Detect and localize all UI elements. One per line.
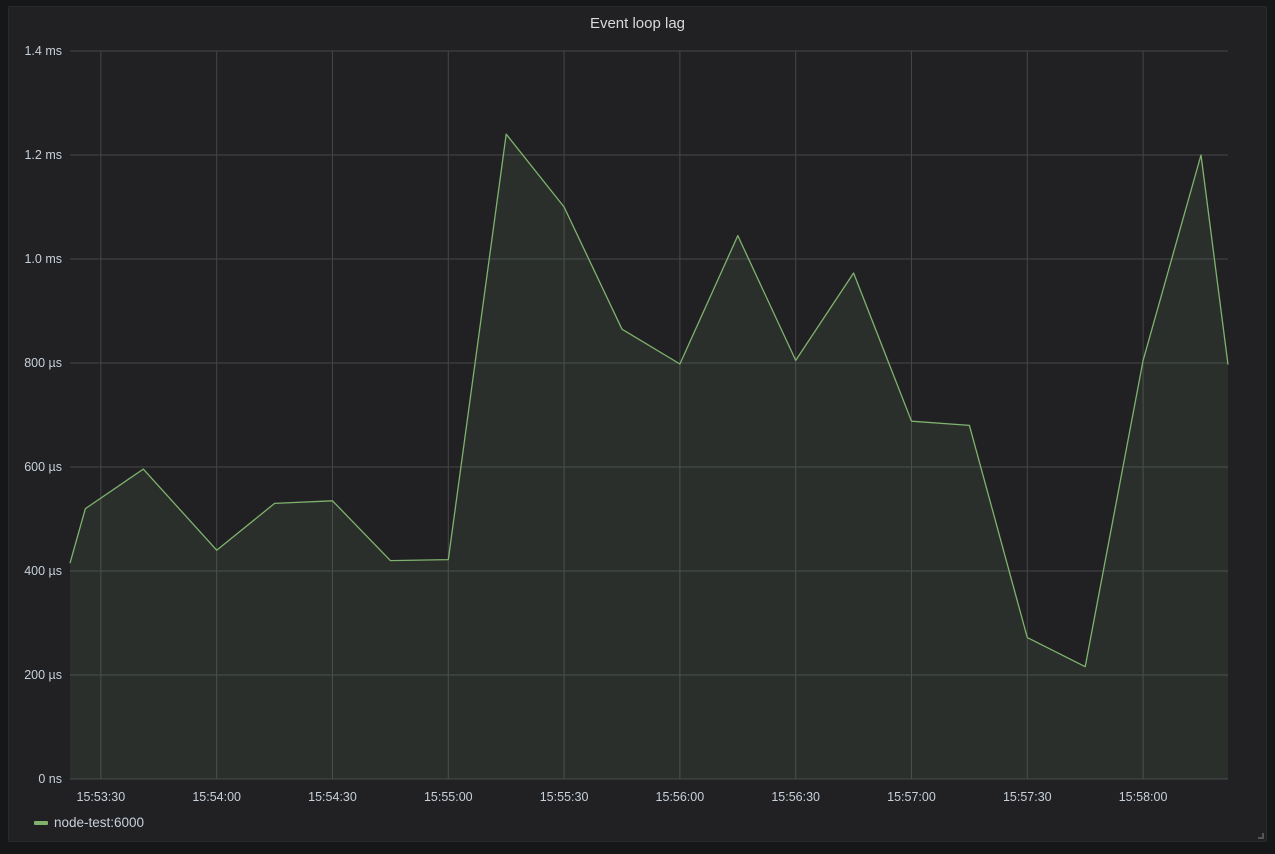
x-tick-label: 15:57:00 bbox=[887, 790, 936, 804]
x-tick-label: 15:56:30 bbox=[771, 790, 820, 804]
legend-swatch bbox=[34, 820, 48, 825]
x-tick-label: 15:54:30 bbox=[308, 790, 357, 804]
y-tick-label: 1.0 ms bbox=[24, 252, 62, 266]
x-tick-label: 15:53:30 bbox=[77, 790, 126, 804]
series-area bbox=[70, 134, 1228, 779]
graph-panel: Event loop lag bbox=[8, 6, 1267, 842]
y-tick-label: 200 µs bbox=[24, 668, 62, 682]
x-tick-label: 15:54:00 bbox=[192, 790, 241, 804]
y-tick-label: 1.2 ms bbox=[24, 148, 62, 162]
y-tick-label: 400 µs bbox=[24, 564, 62, 578]
y-tick-label: 800 µs bbox=[24, 356, 62, 370]
x-tick-label: 15:58:00 bbox=[1119, 790, 1168, 804]
legend-item[interactable]: node-test:6000 bbox=[34, 815, 144, 830]
x-tick-label: 15:56:00 bbox=[656, 790, 705, 804]
resize-handle[interactable] bbox=[1258, 833, 1264, 839]
y-tick-label: 1.4 ms bbox=[24, 44, 62, 58]
legend-label: node-test:6000 bbox=[54, 815, 145, 830]
x-tick-label: 15:55:30 bbox=[540, 790, 589, 804]
panel-title[interactable]: Event loop lag bbox=[589, 15, 686, 32]
series-line bbox=[69, 133, 1229, 668]
y-tick-label: 0 ns bbox=[38, 772, 62, 786]
x-tick-label: 15:57:30 bbox=[1003, 790, 1052, 804]
y-tick-label: 600 µs bbox=[24, 460, 62, 474]
x-tick-label: 15:55:00 bbox=[424, 790, 473, 804]
